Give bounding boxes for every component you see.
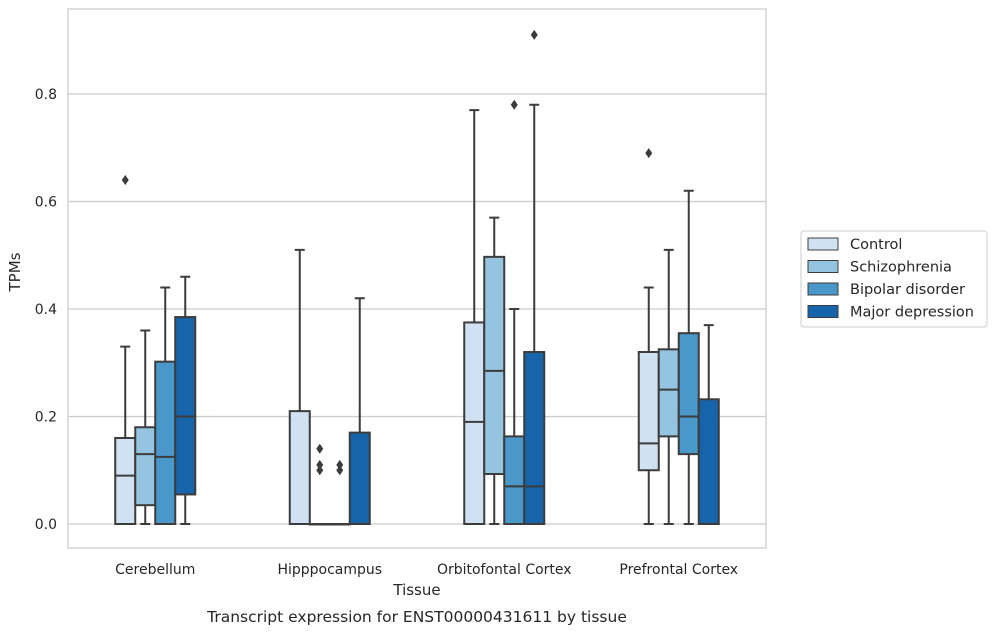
outlier-point: [316, 459, 324, 470]
x-tick-label: Orbitofontal Cortex: [437, 562, 572, 578]
box-orbitofontal-cortex-major-depression: [523, 29, 546, 525]
y-tick-labels: 0.0 0.2 0.4 0.6 0.8: [35, 87, 57, 533]
legend-swatch: [807, 260, 839, 273]
box-body: [288, 410, 311, 525]
box-hipppocampus-bipolar-disorder: [328, 459, 351, 526]
outlier-point: [316, 465, 324, 476]
box-prefrontal-cortex-control: [637, 148, 660, 525]
boxes: [114, 29, 720, 526]
box-body: [677, 332, 700, 456]
x-tick-label: Prefrontal Cortex: [619, 562, 738, 578]
y-tick-label: 0.8: [35, 87, 57, 103]
legend-label: Schizophrenia: [850, 260, 952, 276]
y-tick-label: 0.2: [35, 410, 57, 426]
box-body: [483, 255, 506, 476]
box-body: [697, 398, 720, 525]
legend-item-major-depression: Major depression: [807, 305, 974, 321]
box-body: [523, 351, 546, 525]
chart-caption: Transcript expression for ENST0000043161…: [206, 608, 627, 626]
y-tick-label: 0.6: [35, 195, 57, 211]
box-body: [134, 426, 157, 507]
x-tick-label: Hipppocampus: [277, 562, 382, 578]
legend-label: Bipolar disorder: [850, 282, 965, 298]
legend-label: Control: [850, 237, 902, 253]
legend-item-bipolar-disorder: Bipolar disorder: [807, 282, 965, 298]
box-body: [348, 431, 371, 525]
legend-swatch: [807, 305, 839, 318]
box-body: [463, 321, 486, 525]
y-tick-label: 0.4: [35, 302, 57, 318]
y-tick-label: 0.0: [35, 517, 57, 533]
legend: Control Schizophrenia Bipolar disorder Majo…: [800, 230, 988, 328]
box-cerebellum-schizophrenia: [134, 329, 157, 525]
plot-frame: [67, 8, 767, 549]
box-prefrontal-cortex-bipolar-disorder: [677, 189, 700, 525]
outlier-point: [336, 465, 344, 476]
box-orbitofontal-cortex-bipolar-disorder: [503, 99, 526, 526]
box-body: [503, 435, 526, 526]
legend-label: Major depression: [850, 305, 974, 321]
box-body: [637, 351, 660, 472]
y-axis-label: TPMs: [6, 252, 24, 292]
outlier-point: [121, 175, 129, 185]
box-cerebellum-bipolar-disorder: [154, 286, 177, 525]
outlier-point: [530, 29, 538, 40]
box-body: [174, 316, 197, 496]
box-orbitofontal-cortex-schizophrenia: [483, 216, 506, 525]
box-cerebellum-major-depression: [174, 275, 197, 525]
x-tick-label: Cerebellum: [115, 562, 195, 578]
box-body: [114, 437, 137, 525]
legend-swatch: [807, 237, 839, 251]
legend-swatch: [807, 282, 839, 296]
legend-item-schizophrenia: Schizophrenia: [807, 260, 952, 276]
box-cerebellum-control: [114, 175, 137, 525]
box-hipppocampus-control: [288, 248, 311, 525]
box-body: [657, 348, 680, 438]
box-orbitofontal-cortex-control: [463, 109, 486, 525]
box-hipppocampus-schizophrenia: [308, 443, 331, 526]
box-body: [154, 360, 177, 525]
x-axis-label: Tissue: [392, 581, 440, 599]
legend-item-control: Control: [807, 237, 902, 253]
box-prefrontal-cortex-schizophrenia: [657, 248, 680, 525]
box-hipppocampus-major-depression: [348, 297, 371, 525]
outlier-point: [336, 459, 344, 470]
x-tick-labels: Cerebellum Hipppocampus Orbitofontal Corte…: [115, 562, 738, 578]
outlier-point: [645, 148, 653, 159]
box-prefrontal-cortex-major-depression: [697, 324, 720, 525]
outlier-point: [316, 443, 324, 454]
outlier-point: [510, 99, 518, 110]
legend-frame: [800, 230, 988, 328]
